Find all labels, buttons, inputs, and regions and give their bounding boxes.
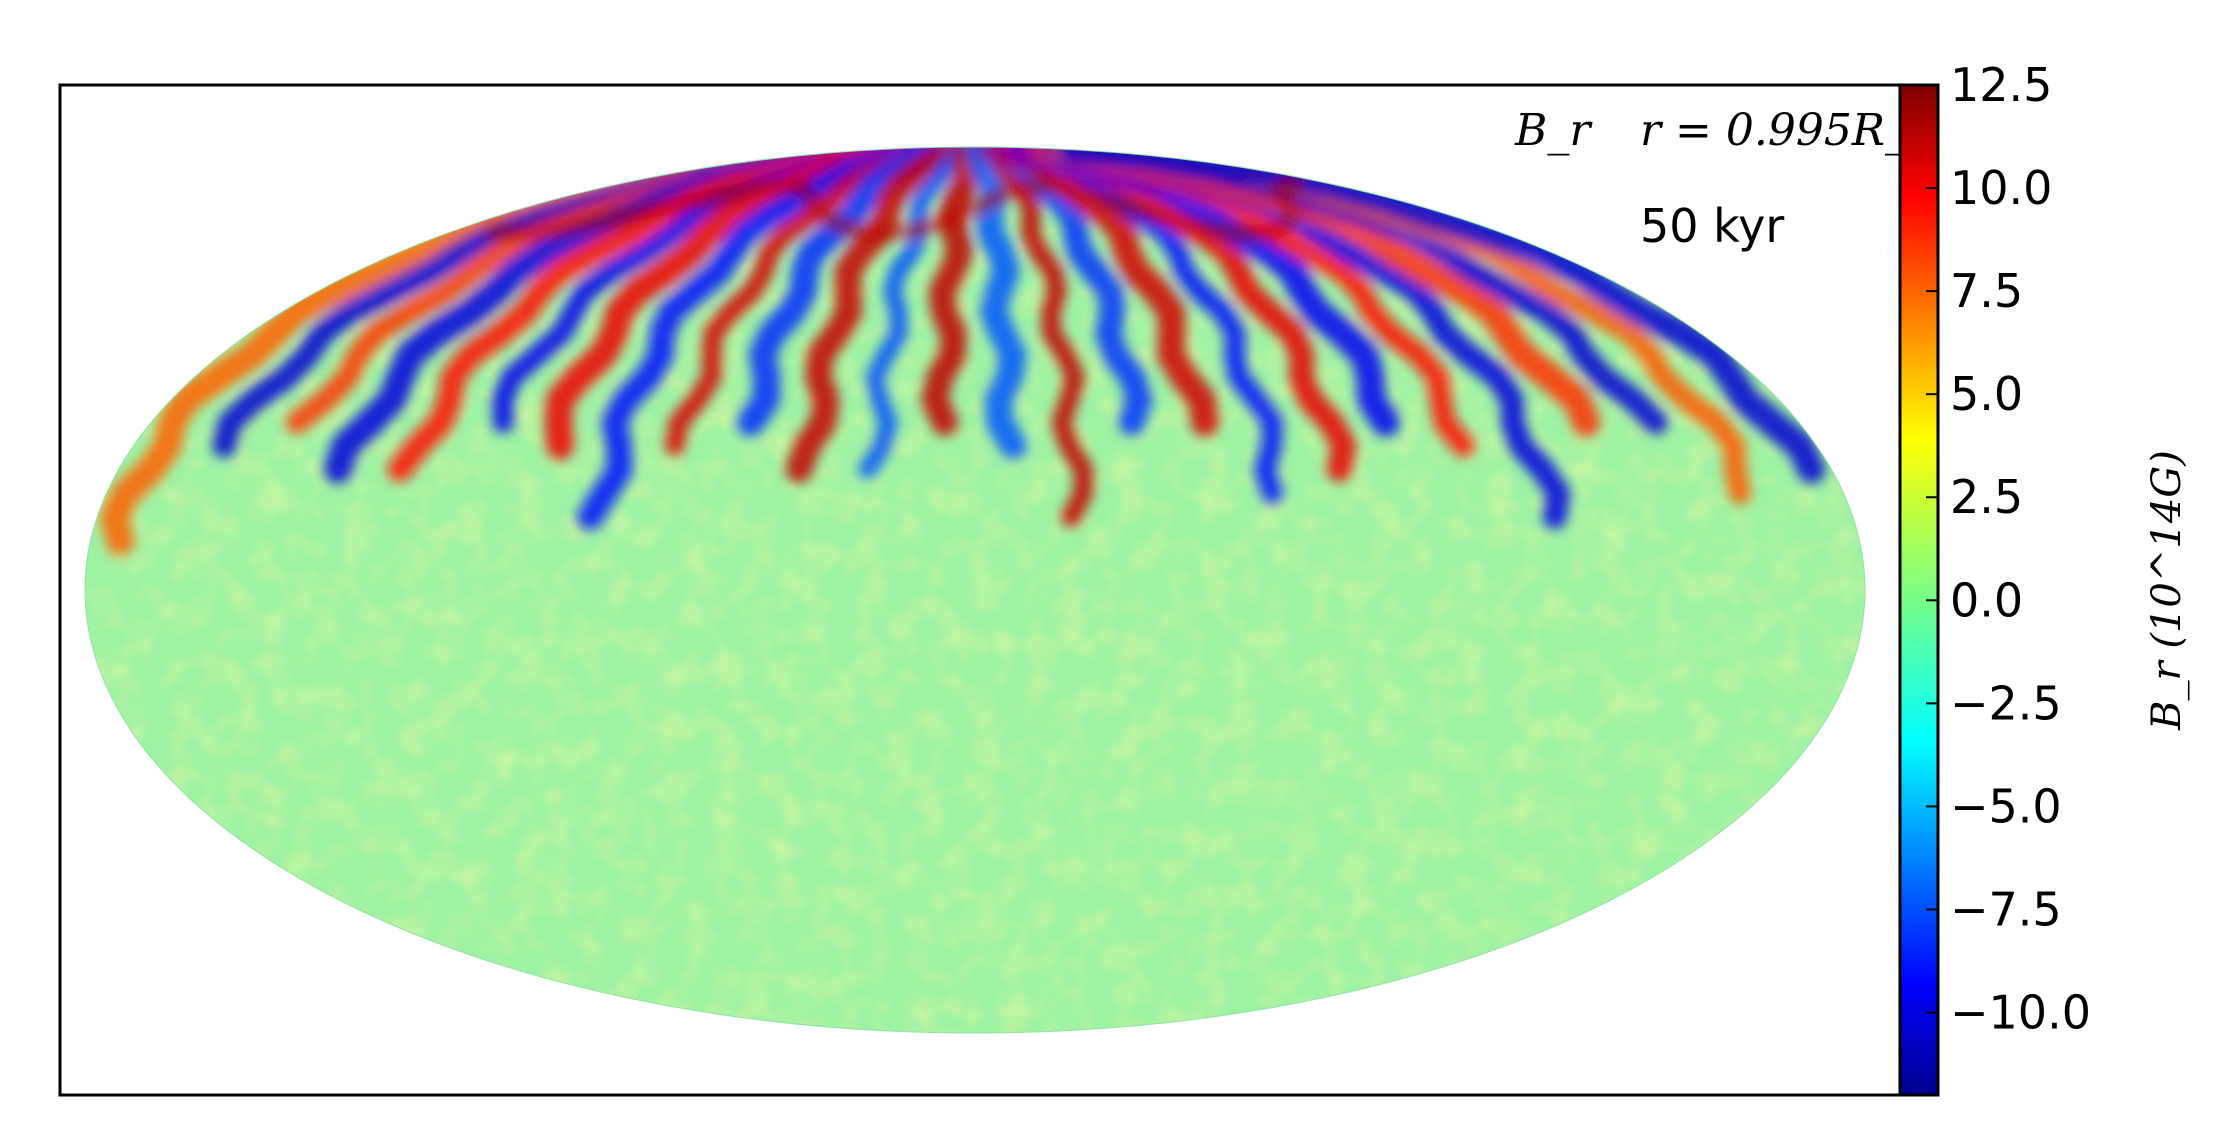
colorbar-tick-label: −5.0: [1950, 779, 2062, 833]
field-bands: [99, 147, 1826, 556]
colorbar-label: B_r (10^14G): [2144, 450, 2190, 731]
colorbar-tick-label: 7.5: [1950, 264, 2023, 318]
time-label: 50 kyr: [1640, 199, 1784, 253]
colorbar-tick-label: 10.0: [1950, 161, 2052, 215]
negative-flux-band: [858, 147, 972, 479]
colorbar-tick-label: −7.5: [1950, 882, 2062, 936]
positive-flux-band: [785, 147, 969, 483]
quantity-label: B_r: [1514, 105, 1593, 156]
negative-flux-band: [737, 147, 963, 437]
colorbar-tick-label: −2.5: [1950, 676, 2062, 730]
positive-flux-band: [664, 147, 951, 456]
positive-flux-band: [920, 147, 984, 436]
colorbar-tick-label: −10.0: [1950, 986, 2091, 1040]
positive-flux-band: [988, 147, 1219, 437]
colorbar-tick-label: 0.0: [1950, 573, 2023, 627]
negative-flux-band: [1057, 147, 1826, 484]
colorbar-tick-label: 2.5: [1950, 470, 2023, 524]
negative-flux-band: [998, 147, 1284, 504]
colorbar-tick-label: 12.5: [1950, 58, 2052, 112]
polar-flux-rim: [485, 177, 1303, 242]
map-outline: [84, 146, 1866, 1034]
radius-label: r = 0.995R_*: [1640, 105, 1929, 156]
negative-flux-band: [965, 147, 1027, 460]
colorbar: [1898, 83, 1940, 1097]
field-map: [85, 147, 1865, 1033]
colorbar-ticks: 12.5 10.0 7.5 5.0 2.5 0.0 −2.5 −5.0 −7.5 −10.0: [1926, 58, 2091, 1040]
colorbar-tick-label: 5.0: [1950, 367, 2023, 421]
negative-flux-band: [577, 147, 946, 531]
